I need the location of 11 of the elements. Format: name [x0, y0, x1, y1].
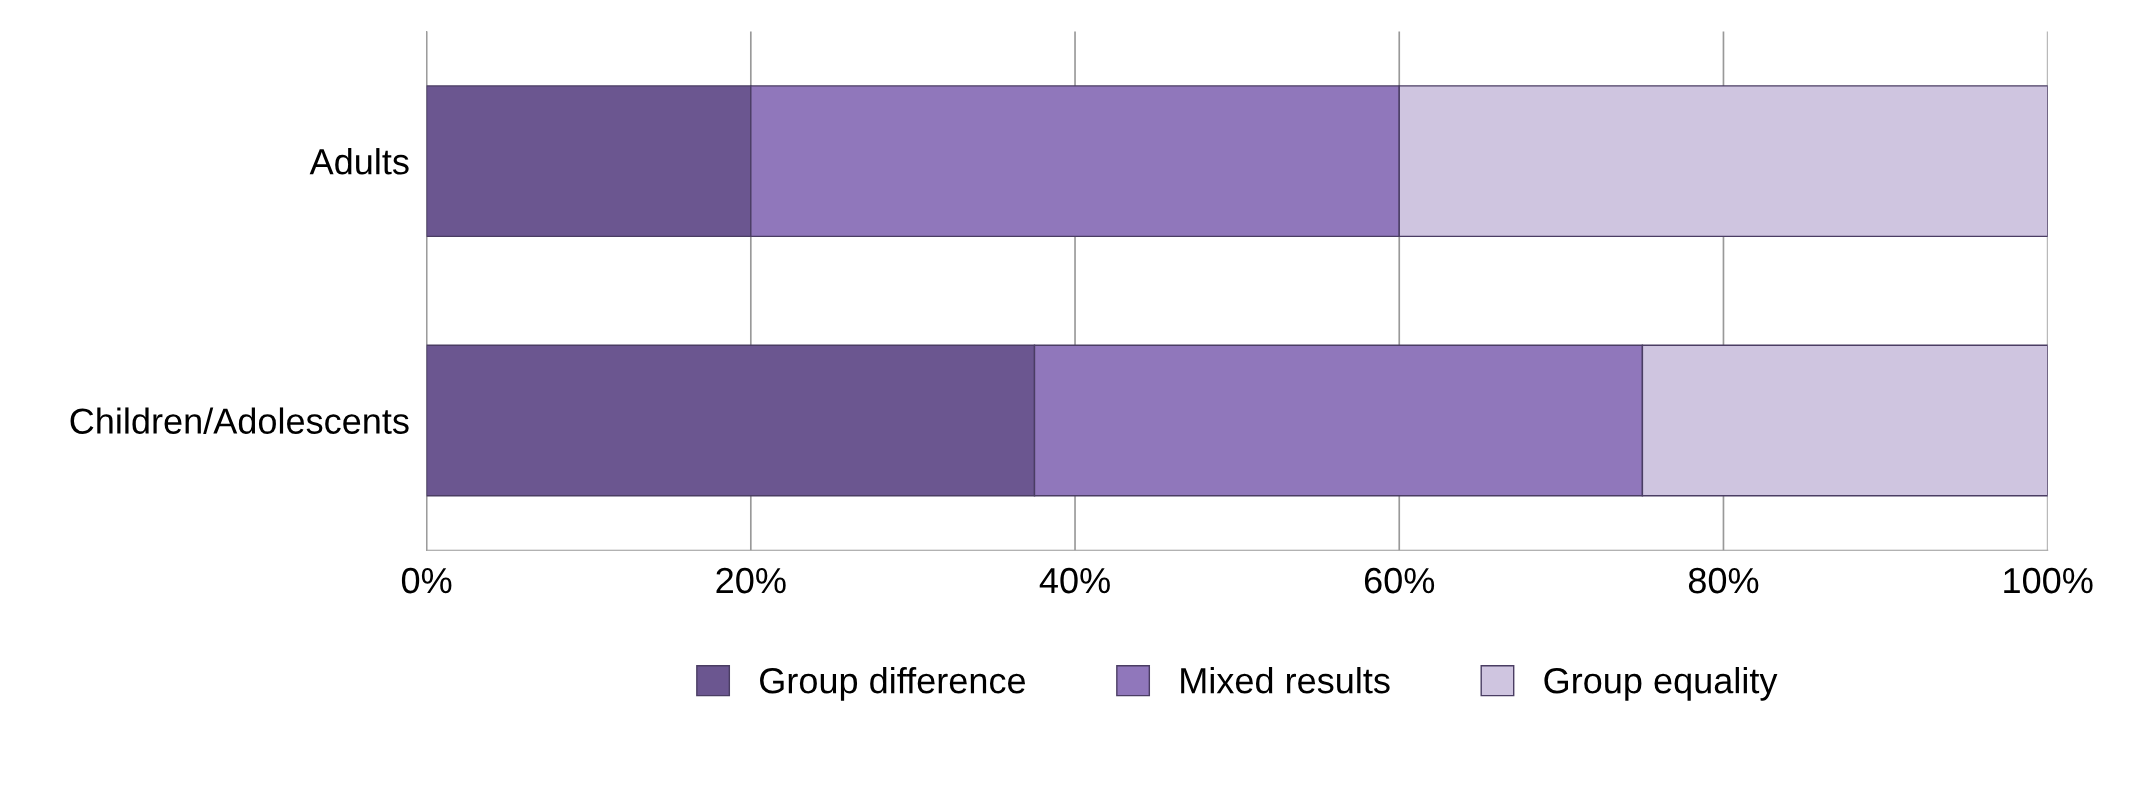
x-tick-label: 80%	[1688, 567, 1759, 594]
x-tick-label: 60%	[1364, 567, 1435, 594]
y-tick-label: Children/Adolescents	[70, 407, 409, 434]
y-tick-label: Adults	[309, 148, 409, 175]
x-tick-label: 40%	[1039, 567, 1110, 594]
x-tick-label: 20%	[716, 567, 786, 594]
legend-label: Mixed results	[1181, 666, 1390, 694]
x-tick-label: 100%	[2004, 567, 2093, 594]
legend-label: Group equality	[1544, 666, 1778, 701]
legend-label: Group difference	[760, 666, 1025, 701]
x-tick-label: 0%	[401, 567, 452, 594]
